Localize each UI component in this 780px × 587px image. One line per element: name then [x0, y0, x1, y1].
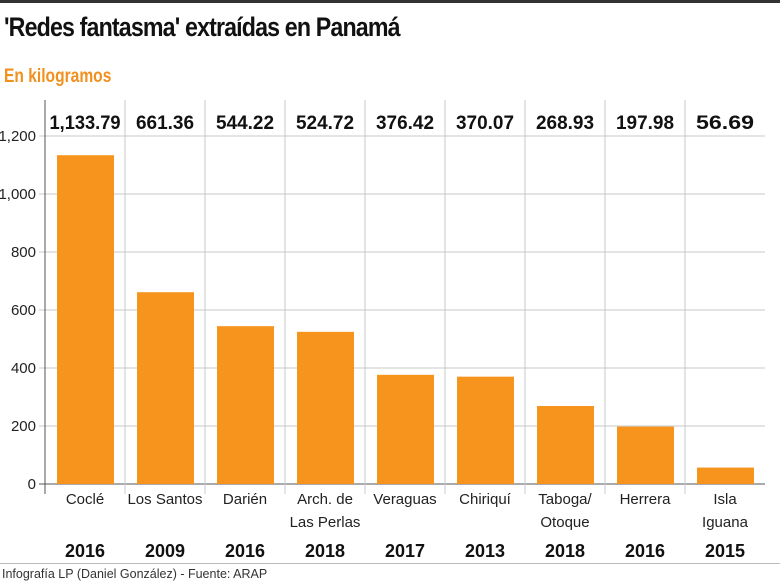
year-label: 2015 [705, 541, 745, 561]
bar [617, 426, 674, 484]
year-label: 2018 [305, 541, 345, 561]
category-label: Veraguas [373, 491, 436, 508]
y-tick-label: 0 [28, 476, 36, 493]
year-label: 2009 [145, 541, 185, 561]
y-tick-label: 1,200 [0, 128, 36, 145]
source-credit: Infografía LP (Daniel González) - Fuente… [2, 567, 268, 581]
bar [217, 326, 274, 484]
y-tick-label: 1,000 [0, 186, 36, 203]
chart-title: 'Redes fantasma' extraídas en Panamá [4, 12, 401, 42]
category-label: Las Perlas [290, 514, 361, 531]
value-label: 1,133.79 [50, 113, 121, 134]
value-label: 56.69 [696, 113, 754, 134]
category-label: Chiriquí [459, 491, 512, 508]
value-label: 376.42 [376, 113, 434, 134]
year-label: 2016 [65, 541, 105, 561]
category-label: Darién [223, 491, 267, 508]
category-label: Coclé [66, 491, 104, 508]
value-label: 268.93 [536, 113, 594, 134]
category-label: Arch. de [297, 491, 353, 508]
category-label: Taboga/ [538, 491, 592, 508]
category-label: Los Santos [127, 491, 202, 508]
bar [697, 467, 754, 484]
top-rule [0, 0, 780, 3]
value-label: 370.07 [456, 113, 514, 134]
bar [137, 292, 194, 484]
y-tick-label: 800 [11, 244, 36, 261]
category-label: Isla [713, 491, 737, 508]
bar [57, 155, 114, 484]
year-label: 2016 [225, 541, 265, 561]
year-label: 2017 [385, 541, 425, 561]
category-label: Otoque [540, 514, 589, 531]
footer-rule [0, 563, 780, 564]
value-label: 197.98 [616, 113, 674, 134]
chart-subtitle: En kilogramos [4, 66, 112, 87]
year-label: 2018 [545, 541, 585, 561]
category-label: Iguana [702, 514, 749, 531]
y-tick-label: 600 [11, 302, 36, 319]
year-label: 2013 [465, 541, 505, 561]
y-tick-label: 200 [11, 418, 36, 435]
category-label: Herrera [620, 491, 672, 508]
value-label: 661.36 [136, 113, 194, 134]
bar [457, 376, 514, 484]
bar [377, 374, 434, 484]
bar [537, 406, 594, 484]
year-label: 2016 [625, 541, 665, 561]
y-tick-label: 400 [11, 360, 36, 377]
bar [297, 331, 354, 484]
value-label: 524.72 [296, 113, 354, 134]
value-label: 544.22 [216, 113, 274, 134]
